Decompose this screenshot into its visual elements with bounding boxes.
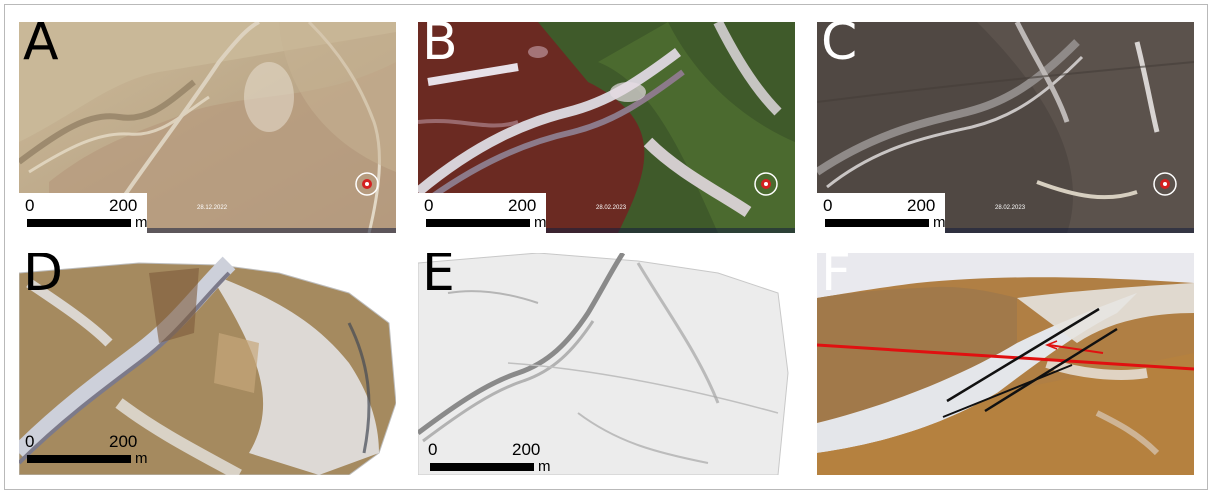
panel-e-label: E <box>422 253 455 303</box>
scale-start-label: 0 <box>25 432 35 451</box>
panel-b: 28.02.2023 B 0 200 m <box>418 22 795 233</box>
fault-marker-line-3 <box>942 364 1073 418</box>
scale-unit-label: m <box>135 450 148 467</box>
panel-a-image <box>19 22 396 233</box>
scale-end-label: 200 <box>512 440 541 459</box>
scale-start-label: 0 <box>424 196 434 215</box>
panel-a: 28.12.2022 A 0 200 m <box>19 22 396 233</box>
scale-bar-line <box>426 219 530 227</box>
panel-c: 28.02.2023 C 0 200 m <box>817 22 1194 233</box>
fault-marker-line-1 <box>946 307 1100 403</box>
scale-unit-label: m <box>135 214 148 231</box>
panel-c-date: 28.02.2023 <box>995 205 1026 211</box>
panel-d-scale-bar: 0 200 m <box>23 433 153 467</box>
scale-end-label: 200 <box>109 432 138 451</box>
panel-f-image <box>817 253 1194 475</box>
scale-bar-line <box>27 455 131 463</box>
panel-e: E 0 200 m <box>418 253 795 475</box>
scale-end-label: 200 <box>508 196 537 215</box>
panel-d-label: D <box>23 253 64 303</box>
panel-f-label: F <box>821 253 851 303</box>
fault-trace-line <box>817 343 1194 371</box>
scale-unit-label: m <box>538 458 551 475</box>
figure-frame: 28.12.2022 A 0 200 m 28.02.20 <box>4 4 1208 490</box>
scale-unit-label: m <box>933 214 946 231</box>
scale-end-label: 200 <box>907 196 936 215</box>
panel-a-statusbar <box>19 228 396 233</box>
panel-b-statusbar <box>418 228 795 233</box>
panel-b-scale-bar: 0 200 m <box>422 197 552 231</box>
panel-b-image <box>418 22 795 233</box>
panel-f: F <box>817 253 1194 475</box>
panel-c-label: C <box>821 22 858 72</box>
panel-b-label: B <box>422 22 458 72</box>
scale-bar-line <box>27 219 131 227</box>
fault-marker-line-2 <box>984 327 1118 413</box>
scale-end-label: 200 <box>109 196 138 215</box>
scale-unit-label: m <box>534 214 547 231</box>
panel-d: D 0 200 m <box>19 253 396 475</box>
scale-start-label: 0 <box>25 196 35 215</box>
panel-a-date: 28.12.2022 <box>197 205 228 211</box>
panel-a-label: A <box>23 22 59 72</box>
panel-c-scale-bar: 0 200 m <box>821 197 951 231</box>
panel-c-statusbar <box>817 228 1194 233</box>
panel-d-image <box>19 253 396 475</box>
panel-a-scale-bar: 0 200 m <box>23 197 153 231</box>
scale-start-label: 0 <box>823 196 833 215</box>
fault-offset-arrow <box>1048 344 1104 354</box>
scale-start-label: 0 <box>428 440 438 459</box>
panel-b-date: 28.02.2023 <box>596 205 627 211</box>
scale-bar-line <box>430 463 534 471</box>
panel-e-scale-bar: 0 200 m <box>426 441 556 475</box>
scale-bar-line <box>825 219 929 227</box>
panel-e-image <box>418 253 795 475</box>
